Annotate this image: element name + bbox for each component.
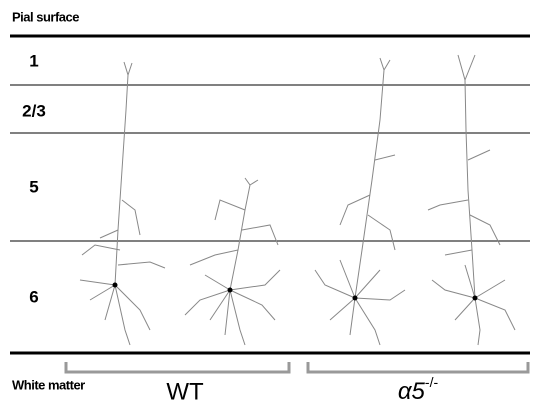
- pial-surface-label: Pial surface: [12, 9, 79, 24]
- group-bracket: [306, 362, 530, 374]
- layer-label: 6: [29, 287, 38, 306]
- group-label-superscript: -/-: [425, 374, 439, 390]
- neuron: [314, 57, 406, 346]
- neuron: [184, 177, 281, 346]
- group-label: α5-/-: [398, 374, 439, 406]
- layer-label: 5: [29, 177, 38, 196]
- group-label: WT: [166, 378, 204, 405]
- white-matter-label: White matter: [12, 377, 85, 392]
- layer-label: 2/3: [22, 101, 46, 120]
- group-label-main: α5: [398, 378, 426, 405]
- layer-label: 1: [29, 51, 38, 70]
- neuron: [427, 54, 516, 346]
- group-bracket: [64, 362, 291, 374]
- neuron: [79, 61, 166, 346]
